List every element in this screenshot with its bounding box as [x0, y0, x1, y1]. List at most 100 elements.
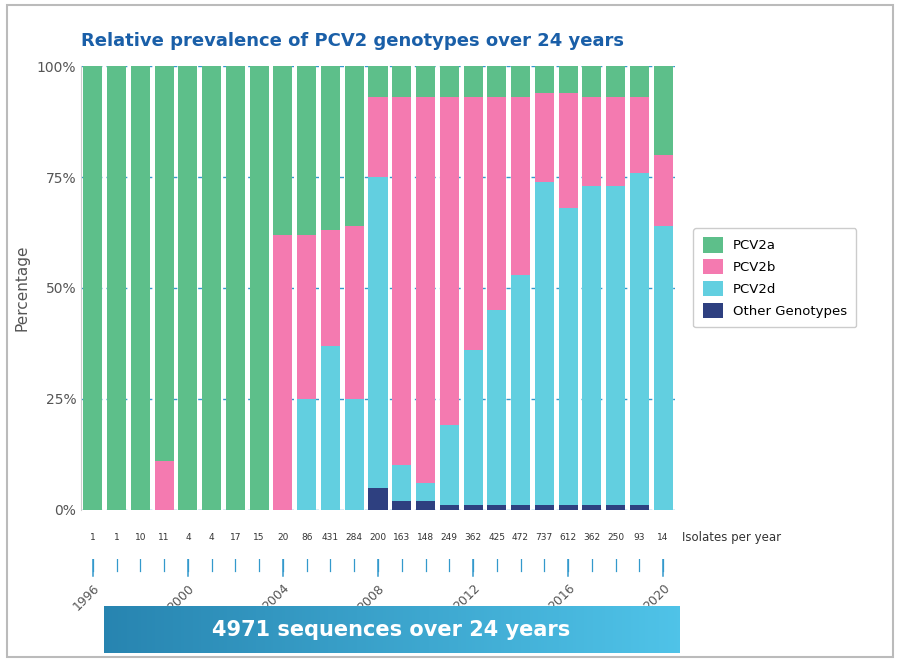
Bar: [282, 606, 285, 653]
Bar: [380, 606, 382, 653]
Bar: [507, 606, 509, 653]
Bar: [610, 606, 613, 653]
Bar: [368, 177, 388, 487]
Bar: [653, 226, 672, 510]
Bar: [535, 93, 554, 181]
Text: 200: 200: [369, 534, 387, 542]
Bar: [394, 606, 397, 653]
Bar: [559, 505, 578, 510]
Bar: [559, 606, 562, 653]
Text: 163: 163: [393, 534, 410, 542]
Bar: [464, 606, 466, 653]
Bar: [195, 606, 199, 653]
Bar: [147, 606, 149, 653]
Bar: [576, 606, 579, 653]
Bar: [478, 606, 481, 653]
Bar: [351, 606, 354, 653]
Bar: [446, 606, 449, 653]
Bar: [181, 606, 184, 653]
Bar: [368, 487, 388, 510]
Text: 1996: 1996: [70, 582, 102, 614]
Bar: [483, 606, 487, 653]
Text: 362: 362: [464, 534, 482, 542]
Bar: [630, 173, 649, 505]
Bar: [224, 606, 228, 653]
Bar: [317, 606, 319, 653]
Bar: [487, 310, 507, 505]
Bar: [590, 606, 593, 653]
Bar: [411, 606, 415, 653]
Bar: [596, 606, 599, 653]
Bar: [348, 606, 351, 653]
Bar: [416, 483, 435, 501]
Text: 2020: 2020: [641, 582, 672, 614]
Bar: [495, 606, 498, 653]
Bar: [118, 606, 121, 653]
Bar: [582, 97, 601, 186]
Bar: [511, 275, 530, 505]
Bar: [178, 66, 197, 510]
Text: 431: 431: [322, 534, 339, 542]
Bar: [135, 606, 138, 653]
Bar: [440, 426, 459, 505]
Bar: [670, 606, 674, 653]
Legend: PCV2a, PCV2b, PCV2d, Other Genotypes: PCV2a, PCV2b, PCV2d, Other Genotypes: [694, 228, 857, 327]
Bar: [464, 505, 482, 510]
Bar: [653, 155, 672, 226]
Bar: [238, 606, 242, 653]
Bar: [536, 606, 538, 653]
Bar: [236, 606, 238, 653]
Bar: [524, 606, 526, 653]
Bar: [392, 606, 394, 653]
Bar: [559, 93, 578, 208]
Bar: [274, 66, 292, 235]
Bar: [256, 606, 259, 653]
Bar: [216, 606, 219, 653]
Bar: [199, 606, 202, 653]
Bar: [253, 606, 256, 653]
Bar: [115, 606, 118, 653]
Bar: [166, 606, 170, 653]
Bar: [613, 606, 617, 653]
Bar: [106, 606, 109, 653]
Bar: [161, 606, 164, 653]
Text: 14: 14: [657, 534, 669, 542]
Text: 4971 sequences over 24 years: 4971 sequences over 24 years: [212, 620, 571, 639]
Bar: [668, 606, 670, 653]
Bar: [365, 606, 368, 653]
Bar: [345, 399, 364, 510]
Bar: [132, 606, 135, 653]
Bar: [409, 606, 411, 653]
Bar: [155, 461, 174, 510]
Bar: [606, 97, 626, 186]
Text: 472: 472: [512, 534, 529, 542]
Text: 11: 11: [158, 534, 170, 542]
Text: Relative prevalence of PCV2 genotypes over 24 years: Relative prevalence of PCV2 genotypes ov…: [81, 32, 624, 50]
Bar: [221, 606, 224, 653]
Bar: [598, 606, 602, 653]
Text: 20: 20: [277, 534, 289, 542]
Bar: [555, 606, 559, 653]
Bar: [127, 606, 130, 653]
Text: 15: 15: [254, 534, 265, 542]
Bar: [368, 66, 388, 97]
Bar: [325, 606, 328, 653]
Bar: [533, 606, 536, 653]
Text: 425: 425: [489, 534, 505, 542]
Bar: [464, 350, 482, 505]
Bar: [377, 606, 380, 653]
Bar: [464, 97, 482, 350]
Bar: [392, 66, 411, 97]
Bar: [630, 97, 649, 173]
Bar: [321, 346, 340, 510]
Bar: [158, 606, 161, 653]
Bar: [288, 606, 291, 653]
Bar: [570, 606, 573, 653]
Bar: [346, 606, 348, 653]
Bar: [144, 606, 147, 653]
Bar: [242, 606, 245, 653]
Bar: [363, 606, 365, 653]
Bar: [579, 606, 581, 653]
Bar: [501, 606, 504, 653]
Bar: [452, 606, 454, 653]
